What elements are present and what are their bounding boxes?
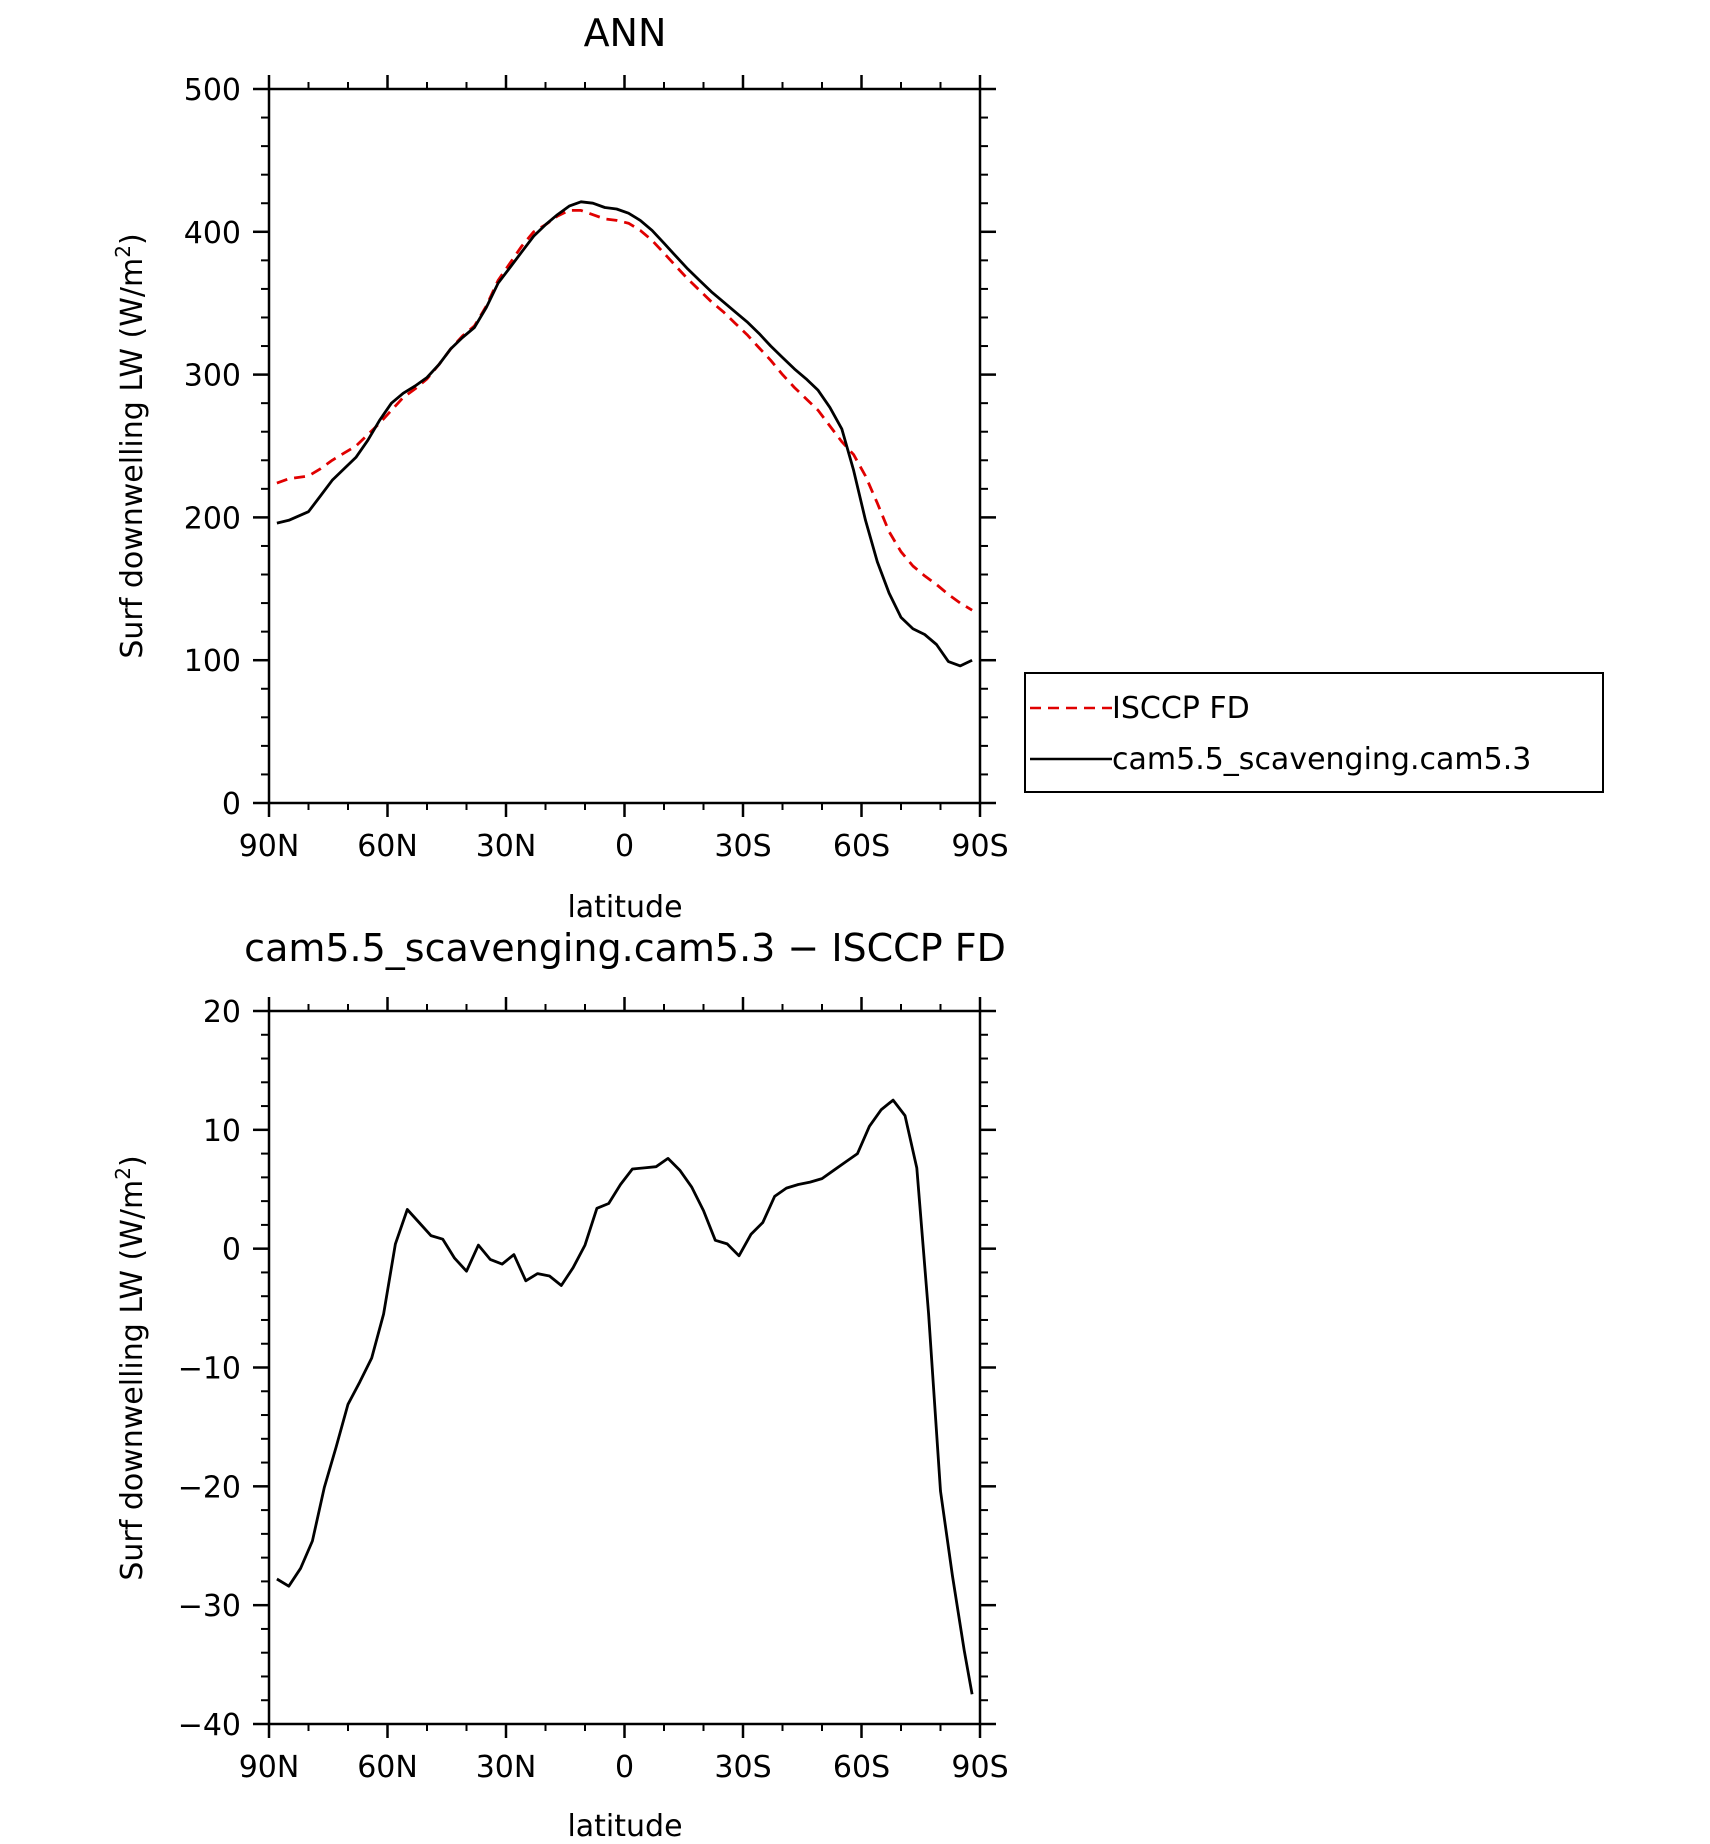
data-lines	[276, 1098, 974, 1695]
y-tick-labels: 0 100 200 300 400 500	[184, 73, 241, 822]
y-tick-label: −30	[178, 1589, 241, 1624]
x-tick-label: 60N	[357, 1750, 418, 1785]
x-tick-label: 30S	[714, 1750, 771, 1785]
x-tick-label: 60S	[833, 829, 890, 864]
plot-frame	[267, 1009, 982, 1726]
x-axis-label: latitude	[567, 890, 682, 925]
legend-label-isccp-fd: ISCCP FD	[1112, 691, 1250, 726]
x-tick-labels: 90N 60N 30N 0 30S 60S 90S	[239, 829, 1009, 864]
axis-ticks	[253, 997, 996, 1738]
y-tick-label: 0	[222, 1233, 241, 1268]
x-tick-label: 90S	[951, 1750, 1008, 1785]
legend: ISCCP FD cam5.5_scavenging.cam5.3	[1024, 672, 1604, 793]
legend-box	[1024, 672, 1604, 793]
x-axis-label: latitude	[567, 1809, 682, 1844]
y-tick-label: 400	[184, 216, 241, 251]
y-tick-label: 300	[184, 359, 241, 394]
y-tick-label: −40	[178, 1708, 241, 1743]
y-tick-label: 0	[222, 787, 241, 822]
x-tick-label: 30S	[714, 829, 771, 864]
y-tick-label: 100	[184, 644, 241, 679]
series-line-difference	[276, 1098, 974, 1695]
series-line-isccp-fd	[276, 208, 973, 612]
x-tick-labels: 90N 60N 30N 0 30S 60S 90S	[239, 1750, 1009, 1785]
x-tick-label: 0	[615, 1750, 634, 1785]
plot-frame	[267, 87, 982, 805]
chart-title: ANN	[584, 11, 667, 55]
y-tick-label: 500	[184, 73, 241, 108]
x-tick-label: 90S	[951, 829, 1008, 864]
x-tick-label: 90N	[239, 1750, 300, 1785]
y-axis-label: Surf downwelling LW (W/m2)	[111, 1155, 150, 1580]
chart-panel-annual: ANN 0 100 200 300 400 500 90N 60N 30N 0 30S 60S 90S…	[111, 11, 1604, 925]
chart-panel-difference: cam5.5_scavenging.cam5.3 − ISCCP FD −40−…	[111, 926, 1009, 1844]
data-lines	[276, 200, 973, 668]
y-tick-label: 10	[203, 1114, 241, 1149]
y-tick-label: 200	[184, 501, 241, 536]
series-line-cam5-5-scavenging-cam5-3	[276, 200, 973, 668]
legend-label-cam: cam5.5_scavenging.cam5.3	[1112, 742, 1531, 777]
y-tick-label: 20	[203, 995, 241, 1030]
x-tick-label: 0	[615, 829, 634, 864]
x-tick-label: 30N	[476, 829, 537, 864]
chart-title: cam5.5_scavenging.cam5.3 − ISCCP FD	[244, 926, 1006, 970]
x-tick-label: 60S	[833, 1750, 890, 1785]
x-tick-label: 60N	[357, 829, 418, 864]
x-tick-label: 90N	[239, 829, 300, 864]
y-tick-label: −10	[178, 1352, 241, 1387]
y-tick-labels: −40 −30 −20 −10 0 10 20	[178, 995, 241, 1743]
x-tick-label: 30N	[476, 1750, 537, 1785]
y-axis-label: Surf downwelling LW (W/m2)	[111, 233, 150, 658]
y-tick-label: −20	[178, 1470, 241, 1505]
axis-ticks	[253, 75, 996, 817]
